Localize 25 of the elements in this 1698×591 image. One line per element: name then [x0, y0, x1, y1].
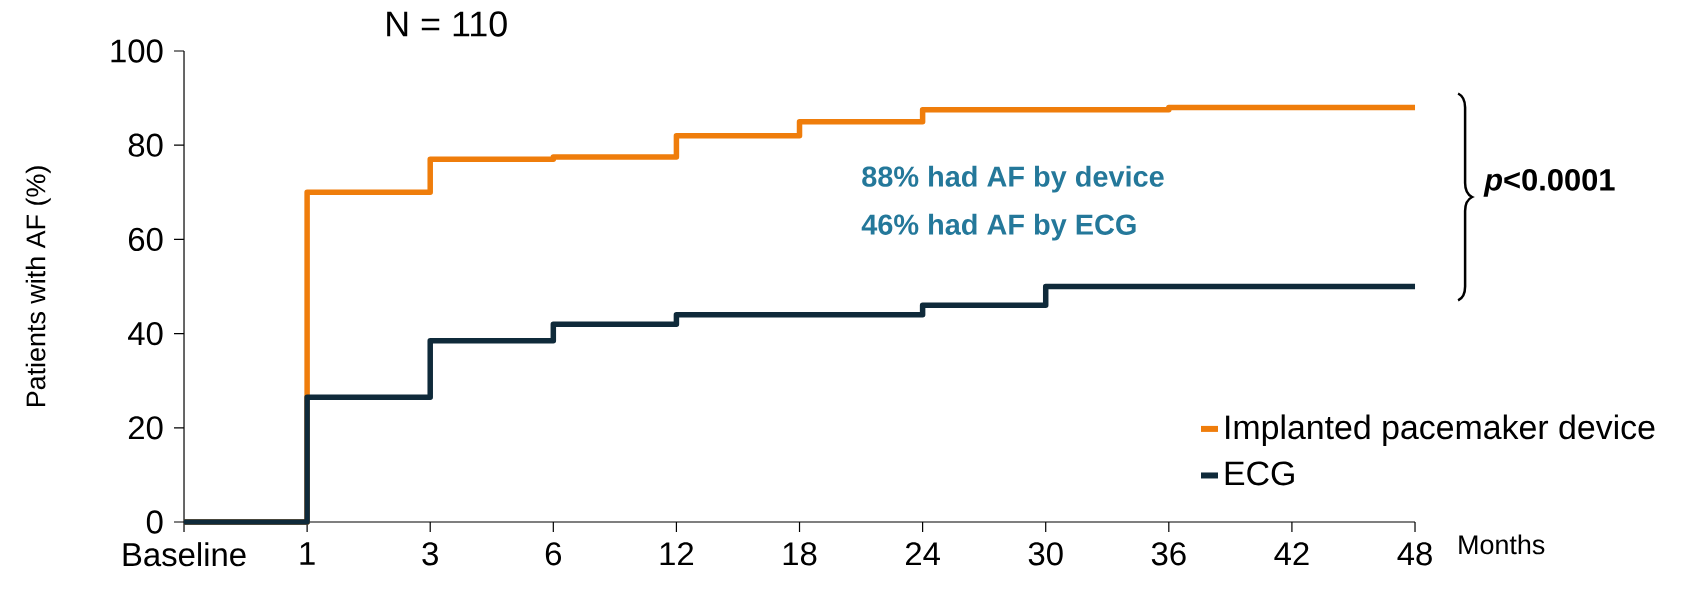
x-tick-label: 48 [1397, 542, 1432, 566]
y-axis-title: Patients with AF (%) [25, 166, 51, 407]
x-tick-label: 30 [1028, 542, 1063, 566]
y-tick-label: 100 [111, 39, 163, 63]
x-tick-label: 6 [545, 542, 562, 566]
x-tick-label: 18 [783, 542, 817, 566]
x-tick-label: 12 [660, 542, 694, 566]
x-axis-title: Months [1459, 534, 1545, 555]
x-tick-label: 1 [300, 542, 315, 565]
x-tick-label: 24 [905, 542, 940, 566]
legend-label: ECG [1225, 461, 1294, 486]
y-tick-label: 80 [128, 133, 163, 157]
x-tick-label: 3 [422, 542, 438, 566]
text: p<0.0001 [1483, 168, 1615, 197]
x-tick-label: Baseline [123, 542, 246, 567]
x-tick-label: 42 [1274, 542, 1309, 566]
text: N = 110 [387, 11, 507, 37]
x-tick-label: 36 [1151, 542, 1186, 566]
annotation: 88% had AF by device [862, 165, 1164, 193]
y-tick-label: 40 [128, 321, 163, 346]
annotation: 46% had AF by ECG [861, 213, 1136, 241]
legend-label: Implanted pacemaker device [1226, 414, 1655, 446]
y-tick-label: 20 [128, 416, 163, 440]
y-tick-label: 60 [128, 227, 163, 252]
y-tick-label: 0 [146, 510, 163, 534]
